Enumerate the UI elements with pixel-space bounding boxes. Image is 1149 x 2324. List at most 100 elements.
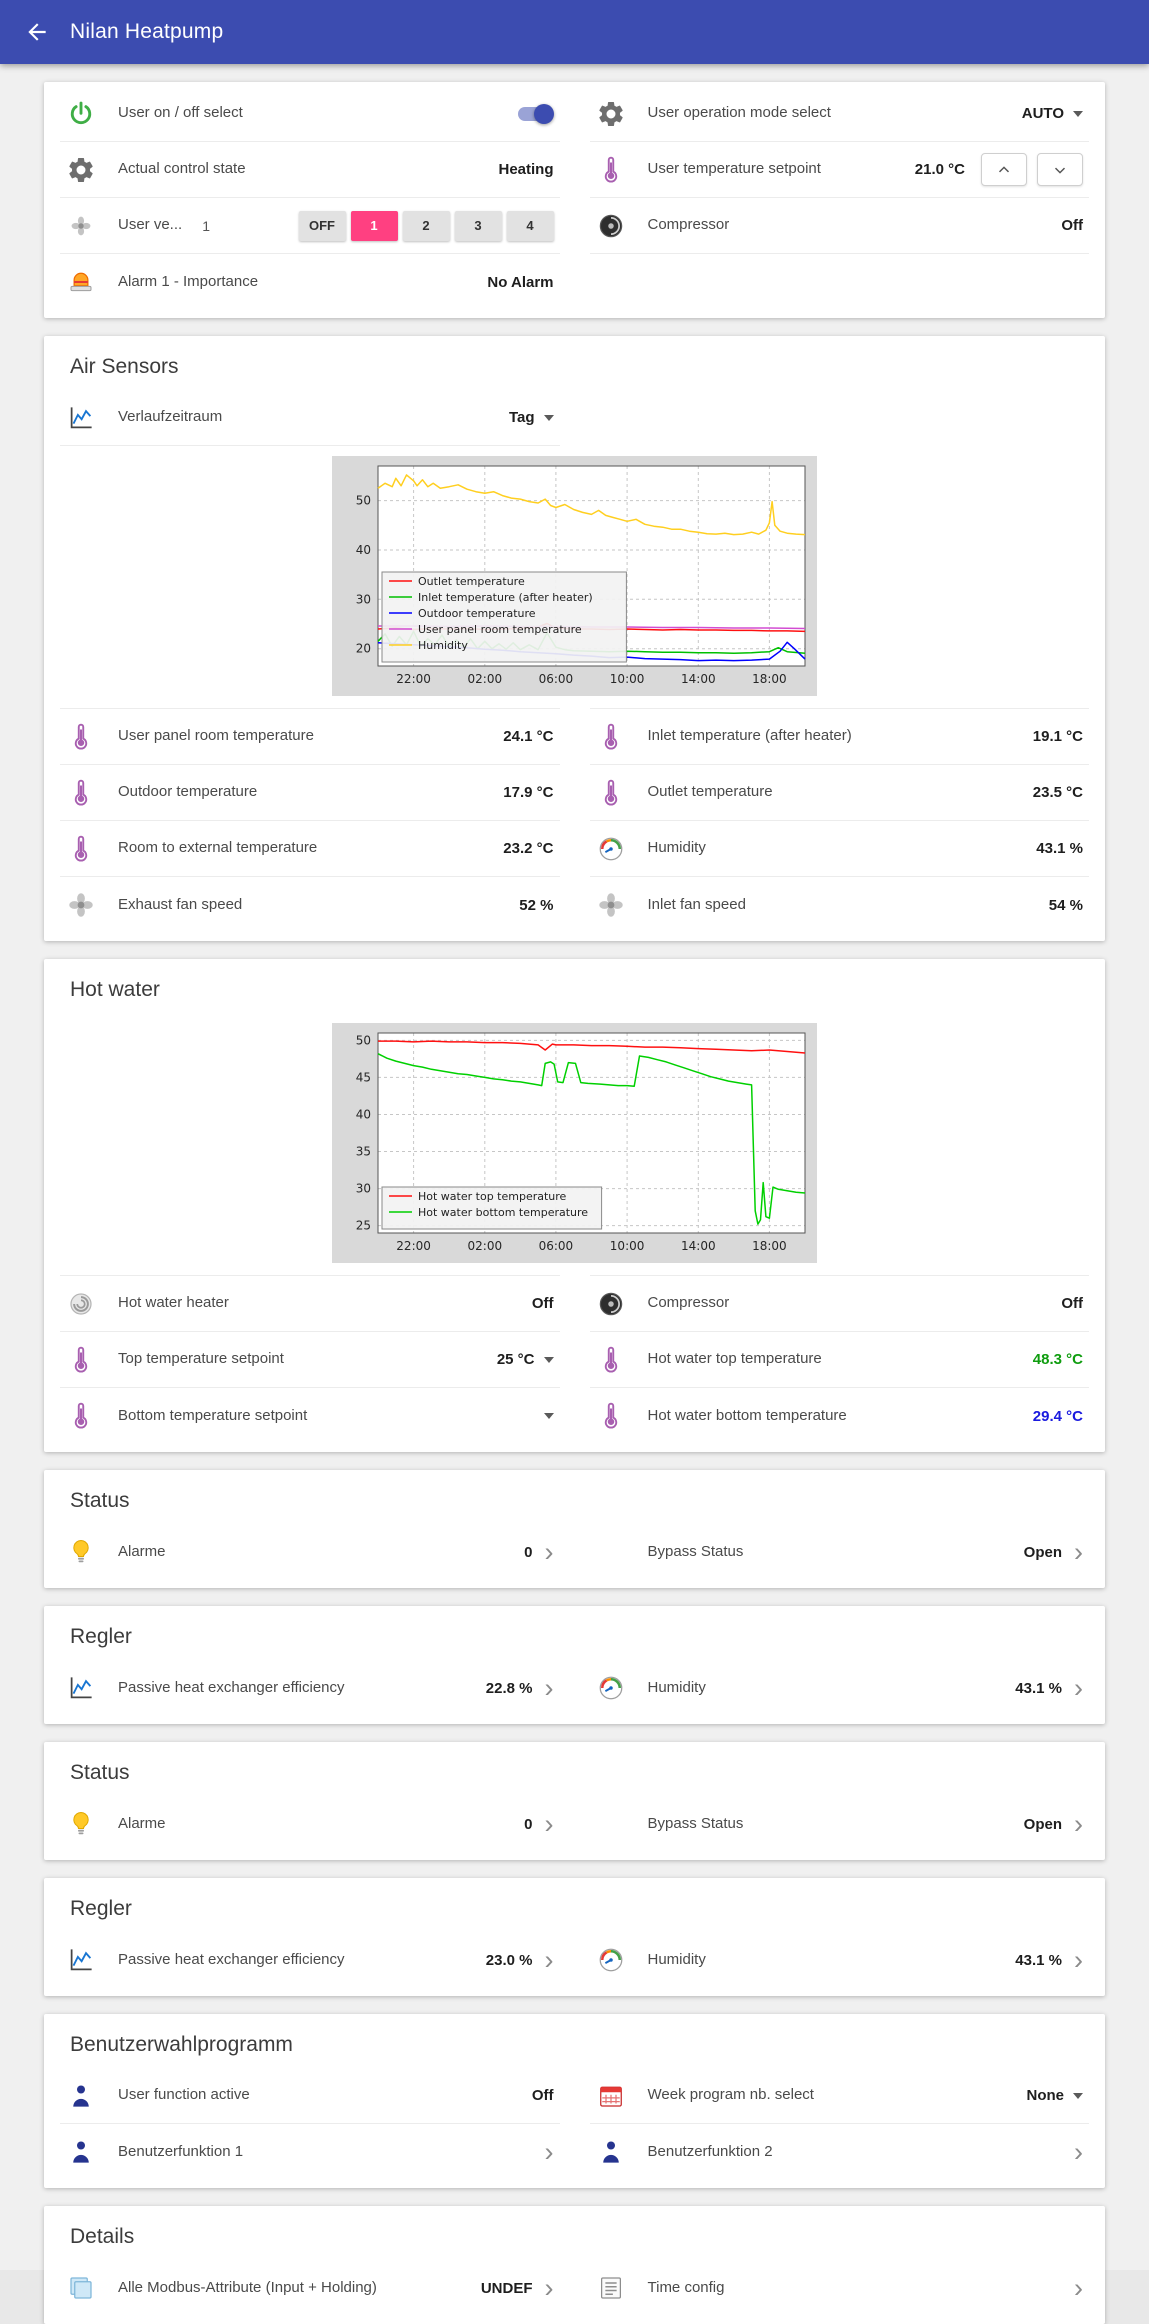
bypass-status-row[interactable]: Bypass Status Open ›: [590, 1796, 1090, 1852]
app-title: Nilan Heatpump: [70, 20, 224, 43]
alarms-label: Alarme: [118, 1542, 166, 1560]
chevron-right-icon[interactable]: ›: [1074, 1673, 1083, 1703]
alarm-beacon-icon: [66, 267, 96, 297]
thermometer-icon: [66, 722, 96, 752]
user-function-active-label: User function active: [118, 2086, 250, 2104]
chevron-right-icon[interactable]: ›: [1074, 2137, 1083, 2167]
sensor-label: Outdoor temperature: [118, 783, 258, 801]
chevron-right-icon[interactable]: ›: [1074, 1945, 1083, 1975]
alarms-row[interactable]: Alarme 0 ›: [60, 1524, 560, 1580]
chevron-right-icon[interactable]: ›: [544, 1809, 554, 1839]
humidity-value: 43.1 %: [1015, 1679, 1062, 1697]
bypass-status-label: Bypass Status: [647, 1542, 744, 1560]
humidity-label: Humidity: [647, 1950, 706, 1968]
line-chart-icon: [66, 1673, 96, 1703]
svg-text:Outdoor temperature: Outdoor temperature: [418, 607, 536, 620]
history-period-dropdown[interactable]: Tag: [509, 409, 554, 426]
thermometer-icon: [596, 155, 626, 185]
fan-speed-4-button[interactable]: 4: [506, 210, 554, 241]
hot-water-heater-label: Hot water heater: [118, 1294, 229, 1312]
chevron-right-icon[interactable]: ›: [544, 2137, 554, 2167]
operation-mode-dropdown[interactable]: AUTO: [1022, 105, 1083, 122]
chevron-right-icon[interactable]: ›: [544, 1945, 554, 1975]
fan-speed-1-button[interactable]: 1: [350, 210, 398, 241]
chevron-right-icon[interactable]: ›: [544, 2273, 554, 2303]
bottom-setpoint-dropdown[interactable]: [535, 1413, 554, 1419]
svg-text:40: 40: [356, 1108, 371, 1122]
svg-text:30: 30: [356, 1182, 371, 1196]
setpoint-decrease-button[interactable]: [1037, 153, 1083, 186]
week-program-dropdown[interactable]: None: [1027, 2087, 1083, 2104]
fan-speed-2-button[interactable]: 2: [402, 210, 450, 241]
sensor-row: User panel room temperature 24.1 °C: [60, 709, 560, 765]
sensor-value: 52 %: [519, 896, 554, 914]
sensor-row: Room to external temperature 23.2 °C: [60, 821, 560, 877]
operation-mode-row: User operation mode select AUTO: [589, 86, 1089, 142]
fan-speed-3-button[interactable]: 3: [454, 210, 502, 241]
humidity-row[interactable]: Humidity 43.1 % ›: [590, 1932, 1090, 1988]
compressor-icon: [596, 1289, 626, 1319]
week-program-row: Week program nb. select None: [589, 2068, 1089, 2124]
svg-text:35: 35: [356, 1145, 371, 1159]
hot-water-chart: 22:00 02:00 06:00 10:00 14:00 18:00 25 30 35 40 45…: [332, 1023, 817, 1263]
caret-down-icon: [1073, 110, 1083, 117]
details-card: Details Alle Modbus-Attribute (Input + H…: [44, 2206, 1105, 2324]
chevron-right-icon[interactable]: ›: [544, 1673, 554, 1703]
time-config-row[interactable]: Time config ›: [590, 2260, 1090, 2316]
bypass-status-row[interactable]: Bypass Status Open ›: [590, 1524, 1090, 1580]
sensor-row: Inlet temperature (after heater) 19.1 °C: [589, 709, 1089, 765]
regler-card-2: Regler Passive heat exchanger efficiency…: [44, 1878, 1105, 1996]
hot-water-top-temp-label: Hot water top temperature: [647, 1350, 822, 1368]
alarm-importance-value: No Alarm: [487, 273, 554, 291]
arrow-left-icon: [28, 23, 46, 41]
air-sensors-card: Air Sensors Verlaufzeitraum Tag 22:00 02:…: [44, 336, 1105, 941]
operation-mode-value: AUTO: [1021, 105, 1064, 122]
back-button[interactable]: [20, 15, 54, 49]
sensor-label: Humidity: [647, 839, 706, 857]
svg-text:18:00: 18:00: [752, 672, 787, 686]
modbus-attributes-label: Alle Modbus-Attribute (Input + Holding): [118, 2278, 377, 2296]
user-function-2-row[interactable]: Benutzerfunktion 2 ›: [590, 2124, 1090, 2180]
modbus-attributes-row[interactable]: Alle Modbus-Attribute (Input + Holding) …: [60, 2260, 560, 2316]
svg-text:Hot water bottom temperature: Hot water bottom temperature: [418, 1206, 588, 1219]
chevron-right-icon[interactable]: ›: [544, 1537, 554, 1567]
regler-title: Regler: [70, 1897, 132, 1920]
hot-water-heater-row: Hot water heater Off: [60, 1276, 560, 1332]
svg-text:14:00: 14:00: [681, 672, 716, 686]
thermometer-icon: [596, 722, 626, 752]
sensor-value: 23.5 °C: [1032, 784, 1083, 801]
svg-text:Inlet temperature (after heate: Inlet temperature (after heater): [418, 591, 593, 604]
compressor-label: Compressor: [647, 1294, 730, 1312]
user-onoff-toggle[interactable]: [516, 103, 554, 124]
svg-text:18:00: 18:00: [752, 1239, 787, 1253]
user-function-1-row[interactable]: Benutzerfunktion 1 ›: [60, 2124, 560, 2180]
alarm-importance-label: Alarm 1 - Importance: [118, 272, 259, 290]
chevron-right-icon[interactable]: ›: [1074, 1809, 1083, 1839]
compressor-value: Off: [1061, 217, 1083, 234]
sensor-label: Room to external temperature: [118, 839, 318, 857]
humidity-row[interactable]: Humidity 43.1 % ›: [590, 1660, 1090, 1716]
ventilation-current-value: 1: [202, 217, 210, 234]
chevron-right-icon[interactable]: ›: [1074, 2273, 1083, 2303]
air-sensors-chart: 22:00 02:00 06:00 10:00 14:00 18:00 20 30 40 50 Ou…: [332, 456, 817, 696]
efficiency-row[interactable]: Passive heat exchanger efficiency 23.0 %…: [60, 1932, 560, 1988]
svg-text:30: 30: [356, 592, 371, 606]
sensor-value: 17.9 °C: [503, 784, 554, 801]
sensor-value: 19.1 °C: [1032, 728, 1083, 745]
alarms-row[interactable]: Alarme 0 ›: [60, 1796, 560, 1852]
hot-water-card: Hot water 22:00 02:00 06:00 10:00 14:00 18:00…: [44, 959, 1105, 1452]
svg-text:40: 40: [356, 543, 371, 557]
fan-speed-off-button[interactable]: OFF: [298, 210, 346, 241]
temperature-setpoint-label: User temperature setpoint: [647, 160, 821, 178]
setpoint-increase-button[interactable]: [981, 153, 1027, 186]
efficiency-row[interactable]: Passive heat exchanger efficiency 22.8 %…: [60, 1660, 560, 1716]
chevron-right-icon[interactable]: ›: [1074, 1537, 1083, 1567]
person-icon: [66, 2081, 96, 2111]
top-setpoint-dropdown[interactable]: 25 °C: [497, 1351, 554, 1368]
hot-water-top-temp-row: Hot water top temperature 48.3 °C: [589, 1332, 1089, 1388]
sensor-value: 54 %: [1048, 896, 1083, 914]
setpoint-stepper: [981, 153, 1083, 186]
history-period-value: Tag: [508, 409, 535, 426]
air-sensors-title: Air Sensors: [70, 355, 179, 378]
regler-title: Regler: [70, 1625, 132, 1648]
